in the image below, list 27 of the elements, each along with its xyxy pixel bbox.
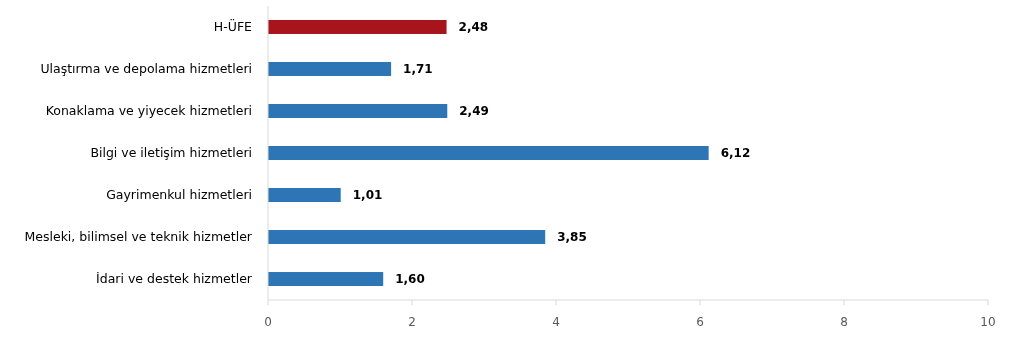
data-label: 2,48 (458, 20, 489, 35)
bar (268, 188, 341, 202)
y-tick-label: İdari ve destek hizmetler (96, 271, 253, 287)
data-label: 1,01 (352, 188, 383, 203)
y-tick-label: Ulaştırma ve depolama hizmetleri (40, 61, 252, 77)
y-tick-label: Mesleki, bilimsel ve teknik hizmetler (24, 229, 253, 245)
x-tick-label: 10 (980, 315, 996, 329)
bar (268, 19, 447, 34)
y-tick-label: Bilgi ve iletişim hizmetleri (90, 145, 252, 161)
data-label: 1,71 (403, 62, 433, 77)
y-tick-label: Gayrimenkul hizmetleri (106, 187, 252, 203)
data-label: 6,12 (720, 146, 751, 161)
x-tick-label: 8 (840, 315, 848, 329)
y-tick-label: Konaklama ve yiyecek hizmetleri (45, 103, 252, 119)
data-label: 3,85 (557, 230, 587, 245)
bar (268, 146, 709, 160)
x-tick-label: 2 (408, 315, 416, 329)
bar (268, 272, 384, 287)
bar (268, 61, 392, 76)
data-label: 2,49 (459, 104, 489, 119)
data-label: 1,60 (395, 272, 425, 287)
bar (268, 230, 546, 245)
x-tick-label: 0 (264, 315, 272, 329)
x-tick-label: 6 (696, 315, 704, 329)
x-tick-label: 4 (552, 315, 560, 329)
y-tick-label: H-ÜFE (213, 18, 253, 35)
bar (268, 104, 448, 118)
